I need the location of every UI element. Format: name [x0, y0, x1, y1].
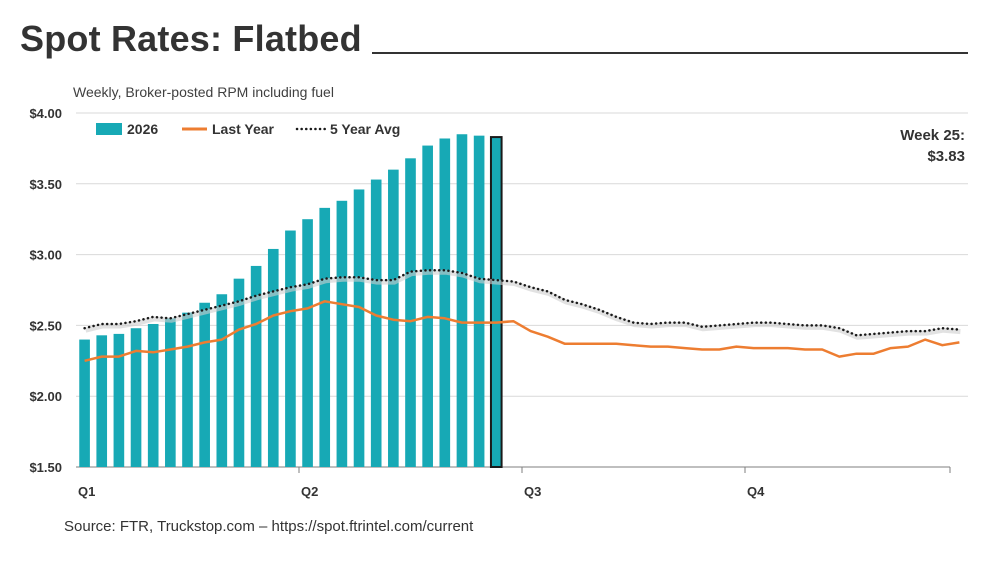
bar-2026	[353, 189, 365, 468]
y-tick-label: $1.50	[29, 460, 62, 475]
bar-2026	[319, 207, 331, 467]
callout-value: $3.83	[927, 148, 965, 165]
last-year-line	[84, 300, 960, 363]
bar-2026	[113, 333, 125, 467]
bar-2026	[422, 145, 433, 467]
bar-2026	[250, 265, 262, 467]
y-tick-label: $3.50	[29, 177, 62, 192]
x-tick-label: Q2	[301, 484, 318, 499]
bar-2026	[147, 323, 159, 467]
page-title: Spot Rates: Flatbed	[20, 18, 362, 59]
legend-label-2026: 2026	[127, 121, 158, 137]
bar-2026-latest	[489, 136, 503, 469]
y-tick-label: $3.00	[29, 248, 62, 263]
source-note: Source: FTR, Truckstop.com – https://spo…	[64, 518, 474, 535]
bar-2026	[456, 134, 468, 468]
five-year-avg-shadow	[85, 269, 961, 340]
y-tick-label: $2.00	[29, 389, 62, 404]
bar-2026	[216, 294, 228, 467]
x-tick-label: Q1	[78, 484, 95, 499]
bar-2026	[439, 138, 451, 467]
bar-2026	[79, 339, 90, 467]
bar-2026	[267, 248, 279, 467]
bar-2026	[130, 328, 142, 467]
bar-2026	[199, 302, 210, 467]
bar-2026	[370, 179, 382, 467]
bar-2026	[473, 135, 485, 467]
latest-week-callout: Week 25: $3.83	[900, 125, 965, 167]
bar-2026	[336, 200, 348, 468]
bar-2026	[285, 230, 296, 467]
bar-2026	[388, 169, 399, 467]
bar-2026	[182, 312, 193, 467]
bar-2026	[96, 335, 108, 467]
bar-2026	[405, 158, 416, 467]
x-tick-label: Q3	[524, 484, 541, 499]
title-underline	[372, 52, 968, 54]
y-tick-label: $4.00	[29, 106, 62, 121]
bar-2026	[165, 318, 176, 467]
chart-legend: 2026 Last Year 5 Year Avg	[96, 121, 400, 137]
y-tick-label: $2.50	[29, 318, 62, 333]
bar-2026	[233, 278, 245, 467]
x-tick-label: Q4	[747, 484, 765, 499]
bar-2026	[302, 219, 313, 467]
legend-label-last-year: Last Year	[212, 121, 275, 137]
legend-swatch-2026	[96, 123, 122, 135]
callout-week: Week 25:	[900, 127, 965, 144]
legend-label-five-year-avg: 5 Year Avg	[330, 121, 400, 137]
chart-subtitle: Weekly, Broker-posted RPM including fuel	[73, 84, 334, 100]
